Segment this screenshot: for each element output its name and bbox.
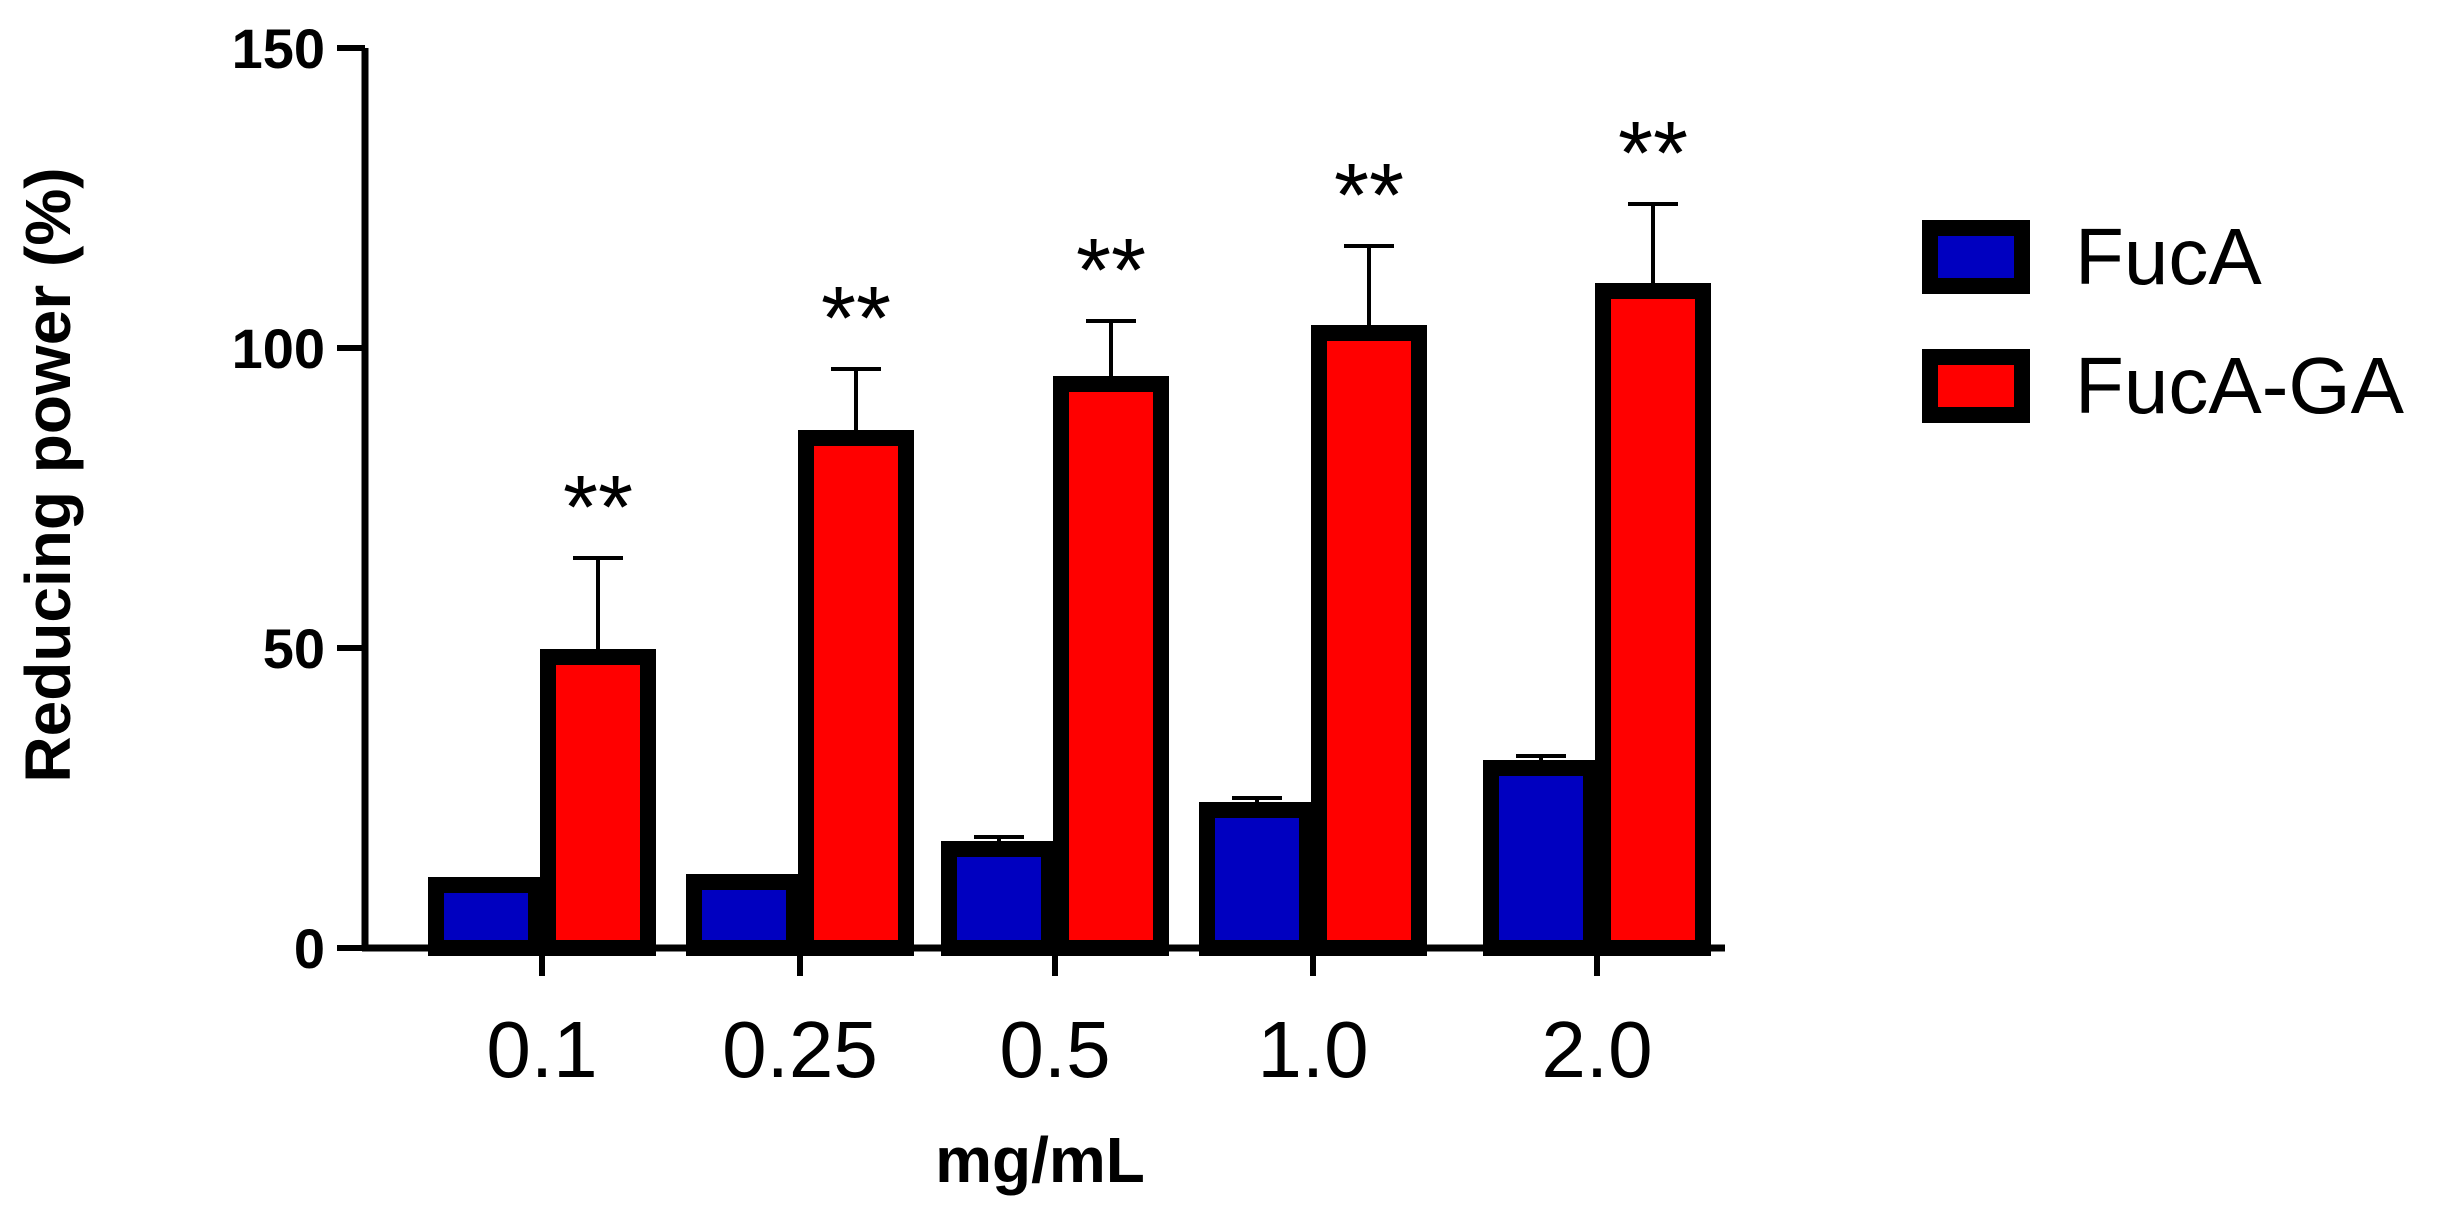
bar-fuca-4 (1483, 760, 1599, 956)
significance-label-2: ** (1076, 221, 1146, 321)
x-tick-label-0: 0.1 (486, 1005, 597, 1094)
bars-layer (428, 283, 1711, 956)
bar-fuca-ga-0 (540, 649, 656, 956)
bar-fuca-0 (428, 877, 544, 956)
axes-layer (337, 45, 1725, 976)
bar-fuca-2 (941, 841, 1057, 956)
bar-fuca-3 (1199, 802, 1315, 956)
bar-fuca-ga-3 (1311, 325, 1427, 956)
legend-swatch-fuca (1922, 220, 2030, 294)
bar-fuca-1 (686, 874, 802, 956)
significance-label-3: ** (1334, 146, 1404, 246)
significance-label-1: ** (821, 269, 891, 369)
legend: FucA FucA-GA (1922, 212, 2405, 430)
x-axis-title: mg/mL (935, 1124, 1145, 1196)
x-tick-label-4: 2.0 (1541, 1005, 1652, 1094)
y-axis-title: Reducing power (%) (12, 167, 84, 782)
x-tick-label-2: 0.5 (999, 1005, 1110, 1094)
legend-label-fuca-ga: FucA-GA (2075, 341, 2405, 430)
significance-label-0: ** (563, 458, 633, 558)
y-tick-label-3: 150 (232, 17, 325, 80)
bar-fuca-ga-4 (1595, 283, 1711, 956)
y-tick-label-1: 50 (263, 617, 325, 680)
y-tick-label-2: 100 (232, 317, 325, 380)
bar-fuca-ga-1 (798, 430, 914, 956)
y-tick-label-0: 0 (294, 917, 325, 980)
error-bars-layer (461, 202, 1678, 885)
x-tick-label-1: 0.25 (722, 1005, 878, 1094)
x-tick-label-3: 1.0 (1257, 1005, 1368, 1094)
tick-labels-layer: 0.1 0.25 0.5 1.0 2.0 0 50 100 150 (232, 17, 1653, 1094)
significance-label-4: ** (1618, 104, 1688, 204)
bar-fuca-ga-2 (1053, 376, 1169, 956)
significance-annotations: ** ** ** ** ** (563, 104, 1688, 558)
legend-label-fuca: FucA (2075, 212, 2262, 301)
legend-swatch-fuca-ga (1922, 349, 2030, 423)
